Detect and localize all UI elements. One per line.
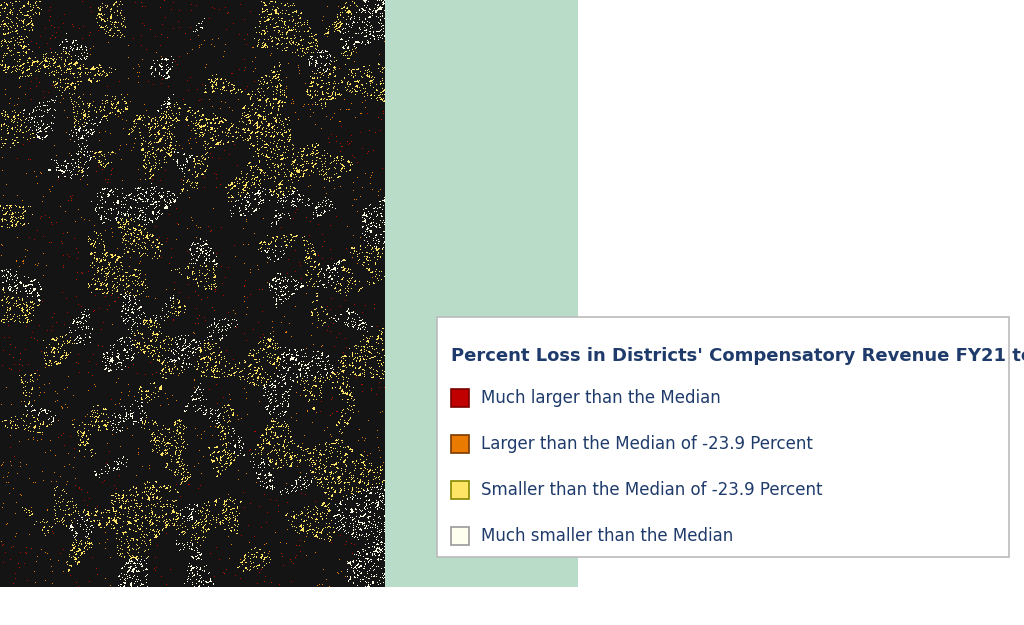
Text: Smaller than the Median of -23.9 Percent: Smaller than the Median of -23.9 Percent xyxy=(481,481,822,499)
Text: Larger than the Median of -23.9 Percent: Larger than the Median of -23.9 Percent xyxy=(481,435,813,453)
Text: Percent Loss in Districts' Compensatory Revenue FY21 to FY23: Percent Loss in Districts' Compensatory … xyxy=(451,347,1024,365)
Bar xyxy=(451,527,469,545)
Text: Much larger than the Median: Much larger than the Median xyxy=(481,389,721,407)
Bar xyxy=(451,435,469,453)
Bar xyxy=(451,481,469,499)
Text: Much smaller than the Median: Much smaller than the Median xyxy=(481,527,733,545)
Bar xyxy=(437,317,1009,557)
Bar xyxy=(451,389,469,407)
